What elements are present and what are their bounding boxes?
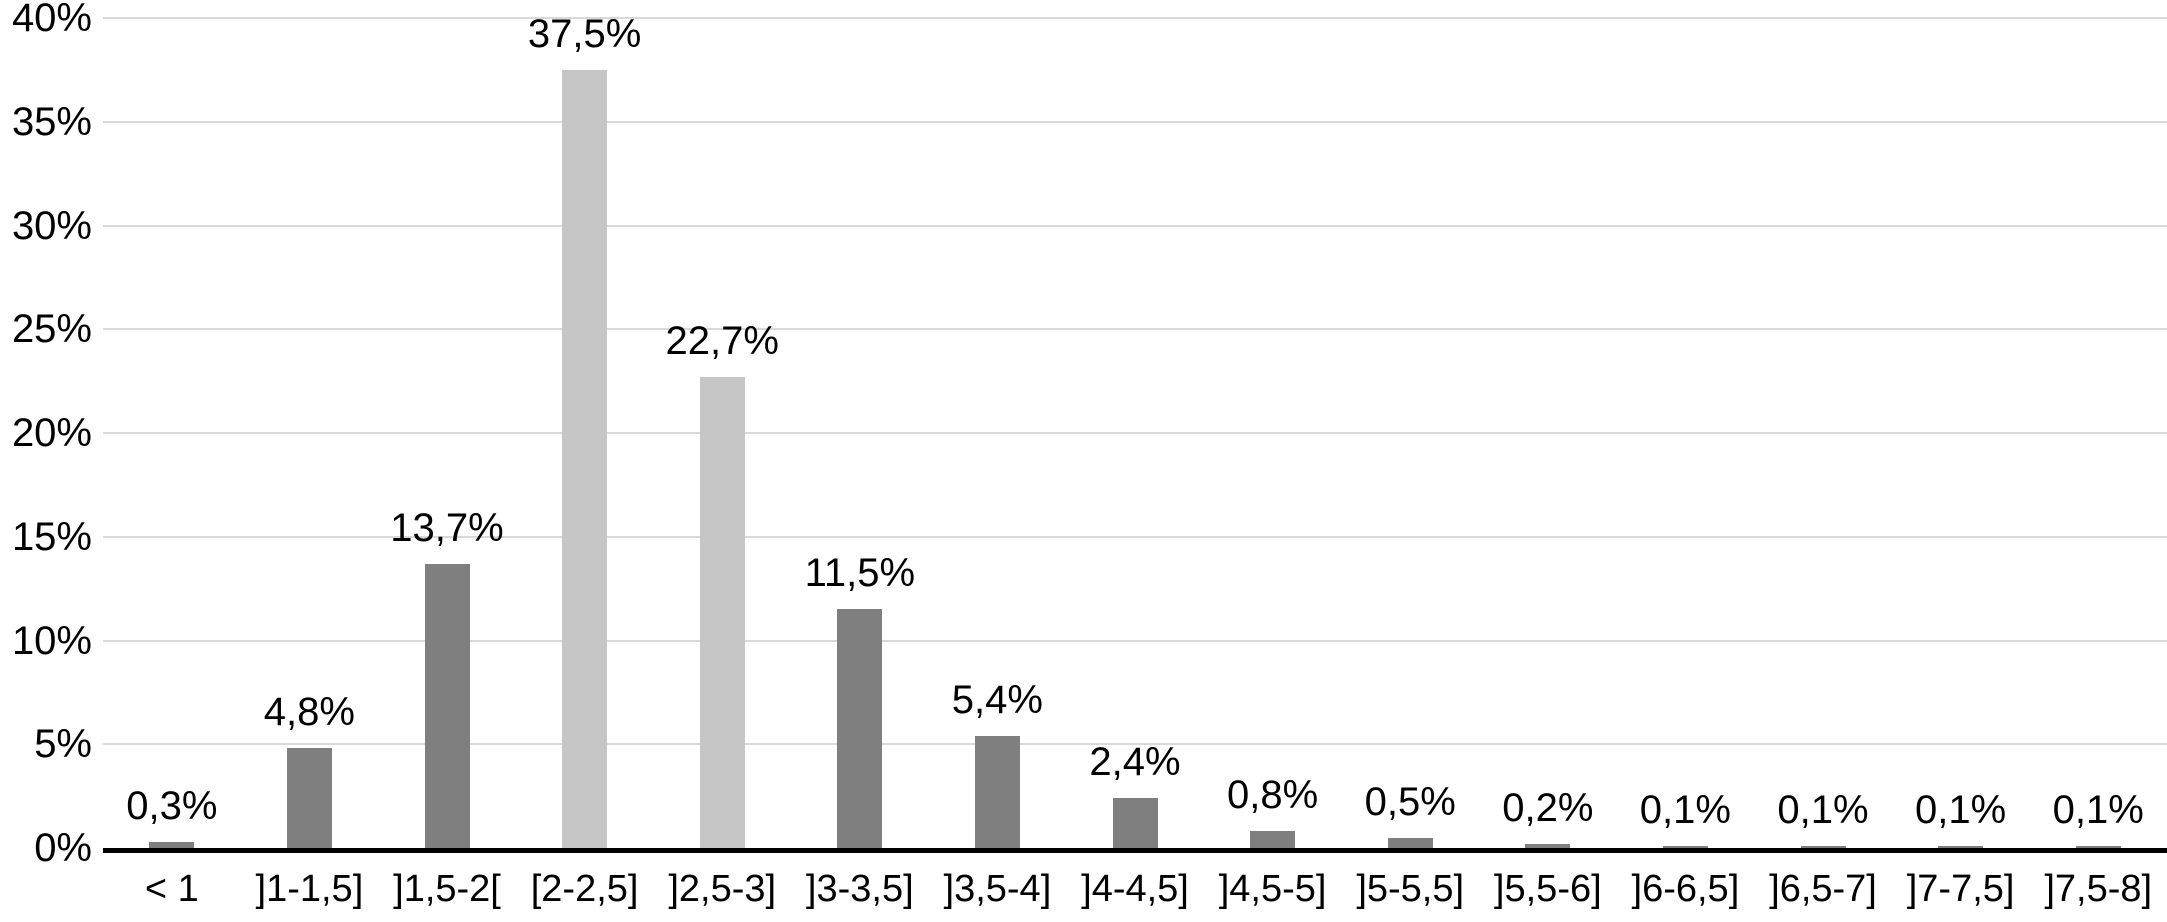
bar bbox=[1525, 843, 1571, 848]
bar-value-label: 4,8% bbox=[263, 690, 355, 735]
y-axis-tick-label: 5% bbox=[34, 722, 92, 767]
bar-value-label: 0,1% bbox=[1777, 787, 1869, 832]
bar-value-label: 22,7% bbox=[665, 318, 779, 363]
bar bbox=[1662, 845, 1708, 848]
x-axis-category-label: ]1,5-2[ bbox=[393, 868, 501, 910]
bar-value-label: 11,5% bbox=[804, 551, 916, 596]
gridline bbox=[103, 224, 2167, 227]
bar-value-label: 13,7% bbox=[390, 505, 504, 550]
bar bbox=[1112, 798, 1158, 848]
gridline bbox=[103, 743, 2167, 746]
x-axis-category-label: ]1-1,5] bbox=[255, 868, 364, 910]
x-axis-category-label: ]3,5-4] bbox=[943, 868, 1052, 910]
plot-area: 0,3% 4,8% 13,7% 37,5% 22,7% 11,5% 5,4% 2,4% 0,8%… bbox=[103, 12, 2167, 853]
bar-value-label: 0,8% bbox=[1227, 773, 1319, 818]
bar-value-label: 0,2% bbox=[1502, 785, 1594, 830]
x-axis-category-label: ]6,5-7] bbox=[1769, 868, 1877, 910]
bar bbox=[974, 735, 1020, 848]
gridline bbox=[103, 535, 2167, 538]
bar bbox=[1387, 837, 1433, 848]
bar-value-label: 0,1% bbox=[1915, 787, 2007, 832]
bar bbox=[1938, 845, 1984, 848]
bar bbox=[2075, 845, 2121, 848]
bar bbox=[1800, 845, 1846, 848]
x-axis: < 1 ]1-1,5] ]1,5-2[ [2-2,5] ]2,5-3] ]3-3,5] ]3… bbox=[103, 868, 2167, 915]
gridline bbox=[103, 17, 2167, 19]
bar-value-label: 0,5% bbox=[1364, 779, 1456, 824]
bar bbox=[699, 376, 745, 848]
x-axis-category-label: ]5,5-6] bbox=[1493, 868, 1602, 910]
bar bbox=[1250, 831, 1296, 848]
y-axis-tick-label: 15% bbox=[11, 514, 92, 559]
y-axis-tick-label: 30% bbox=[11, 203, 92, 248]
gridline bbox=[103, 120, 2167, 123]
gridline bbox=[103, 328, 2167, 331]
bar-value-label: 0,3% bbox=[126, 783, 218, 828]
gridline bbox=[103, 639, 2167, 642]
bar bbox=[149, 841, 195, 848]
x-axis-line bbox=[103, 848, 2167, 853]
y-axis: 0% 5% 10% 15% 20% 25% 30% 35% 40% bbox=[0, 0, 92, 868]
bar bbox=[424, 563, 470, 848]
bar-value-label: 2,4% bbox=[1089, 740, 1181, 785]
x-axis-category-label: ]3-3,5] bbox=[805, 868, 914, 910]
y-axis-tick-label: 25% bbox=[11, 307, 92, 352]
bar-value-label: 0,1% bbox=[1639, 787, 1731, 832]
x-axis-category-label: ]4,5-5] bbox=[1218, 868, 1327, 910]
bar bbox=[837, 609, 883, 848]
x-axis-category-label: ]5-5,5] bbox=[1356, 868, 1465, 910]
y-axis-tick-label: 40% bbox=[11, 0, 92, 40]
x-axis-category-label: ]4-4,5] bbox=[1081, 868, 1189, 910]
y-axis-tick-label: 20% bbox=[11, 411, 92, 455]
y-axis-tick-label: 0% bbox=[34, 826, 92, 870]
y-axis-tick-label: 10% bbox=[11, 618, 92, 663]
x-axis-category-label: ]7-7,5] bbox=[1906, 868, 2015, 910]
x-axis-category-label: ]6-6,5] bbox=[1631, 868, 1740, 910]
x-axis-category-label: ]7,5-8] bbox=[2044, 868, 2153, 910]
x-axis-category-label: ]2,5-3] bbox=[668, 868, 777, 910]
x-axis-category-label: < 1 bbox=[144, 868, 199, 910]
bar-value-label: 5,4% bbox=[951, 677, 1043, 722]
bar-value-label: 37,5% bbox=[527, 11, 642, 56]
gridline bbox=[103, 432, 2167, 434]
y-axis-tick-label: 35% bbox=[11, 99, 92, 144]
bar-value-label: 0,1% bbox=[2052, 787, 2144, 832]
x-axis-category-label: [2-2,5] bbox=[530, 868, 639, 910]
bar bbox=[562, 69, 608, 848]
bar bbox=[286, 748, 332, 848]
